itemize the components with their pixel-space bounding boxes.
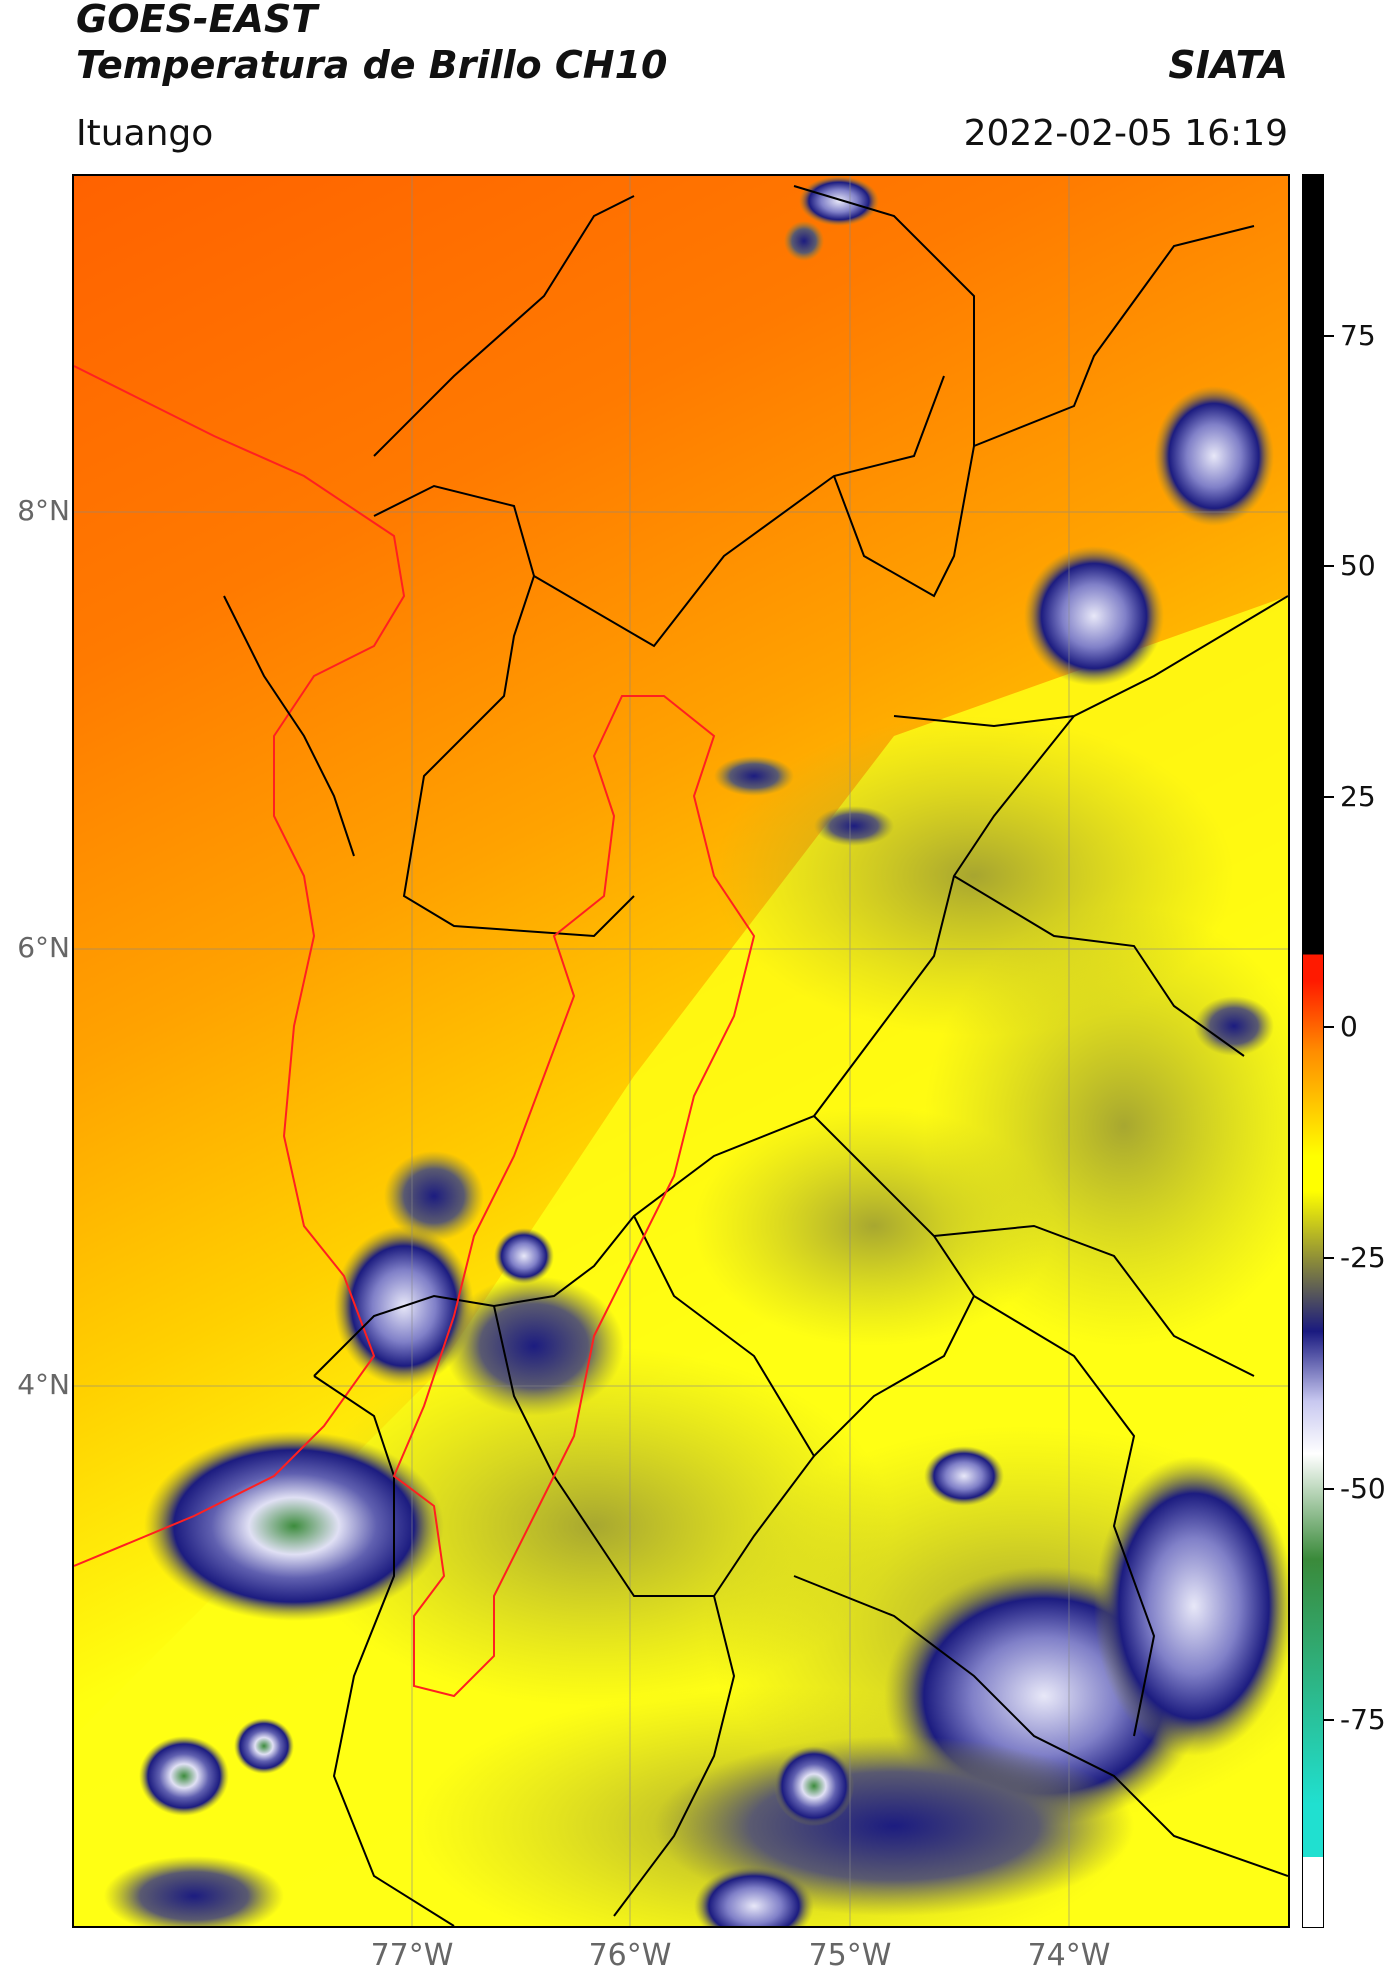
colorbar-tick (1324, 1488, 1334, 1490)
title-product: Temperatura de Brillo CH10 (76, 43, 668, 87)
colorbar-tick (1324, 796, 1334, 798)
lat-label-8n: 8°N (17, 494, 70, 527)
colorbar-label: -25 (1340, 1241, 1384, 1274)
ituango-basin (392, 695, 756, 1698)
coastline (74, 365, 406, 1567)
organization-label: SIATA (1168, 43, 1288, 87)
colorbar-label: -50 (1340, 1472, 1384, 1505)
lon-label-76w: 76°W (588, 1938, 672, 1973)
colorbar-label: 50 (1340, 549, 1376, 582)
map-canvas (74, 176, 1288, 1926)
colorbar-label: 0 (1340, 1010, 1358, 1043)
lon-label-74w: 74°W (1027, 1938, 1111, 1973)
region-label: Ituango (76, 113, 214, 154)
title-satellite: GOES-EAST (76, 0, 318, 41)
convective-clouds (104, 176, 1288, 1926)
colorbar-tick (1324, 1719, 1334, 1721)
lon-label-75w: 75°W (808, 1938, 892, 1973)
colorbar-label: -75 (1340, 1703, 1384, 1736)
colorbar-tick (1324, 335, 1334, 337)
map-panel (72, 174, 1290, 1928)
colorbar (1302, 174, 1324, 1928)
lat-label-6n: 6°N (17, 931, 70, 964)
lon-label-77w: 77°W (370, 1938, 454, 1973)
colorbar-tick (1324, 1026, 1334, 1028)
graticule (74, 176, 1288, 1926)
admin-borders (223, 185, 1288, 1926)
colorbar-tick (1324, 1257, 1334, 1259)
colorbar-tick (1324, 565, 1334, 567)
colorbar-label: 25 (1340, 780, 1376, 813)
lat-label-4n: 4°N (17, 1368, 70, 1401)
timestamp-label: 2022-02-05 16:19 (963, 113, 1288, 154)
colorbar-label: 75 (1340, 319, 1376, 352)
